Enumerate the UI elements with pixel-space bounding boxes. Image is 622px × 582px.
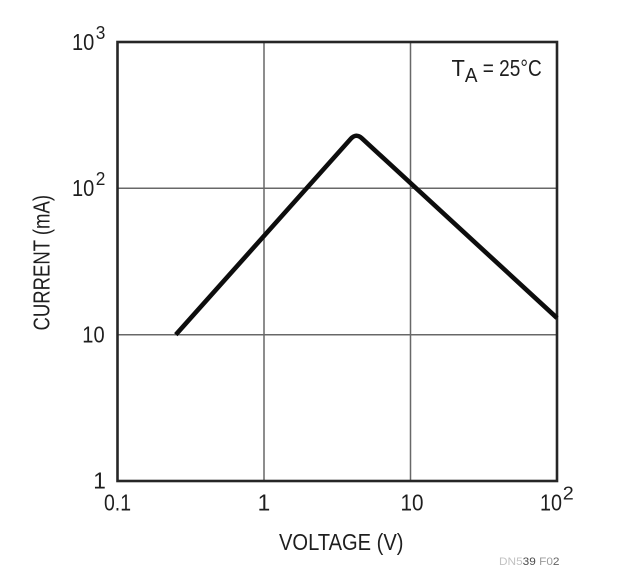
svg-text:0.1: 0.1	[104, 489, 131, 515]
svg-text:1: 1	[258, 489, 271, 515]
svg-text:3: 3	[96, 23, 106, 43]
svg-text:10: 10	[72, 29, 94, 55]
svg-text:CURRENT (mA): CURRENT (mA)	[29, 195, 55, 331]
svg-text:2: 2	[563, 484, 574, 504]
svg-text:2: 2	[96, 169, 106, 189]
svg-text:10: 10	[72, 175, 94, 201]
svg-text:10: 10	[540, 489, 562, 515]
svg-text:1: 1	[93, 468, 106, 494]
svg-text:VOLTAGE (V): VOLTAGE (V)	[279, 529, 404, 555]
svg-text:10: 10	[82, 322, 104, 348]
svg-text:TA = 25°C: TA = 25°C	[452, 55, 542, 87]
svg-text:10: 10	[401, 489, 424, 515]
